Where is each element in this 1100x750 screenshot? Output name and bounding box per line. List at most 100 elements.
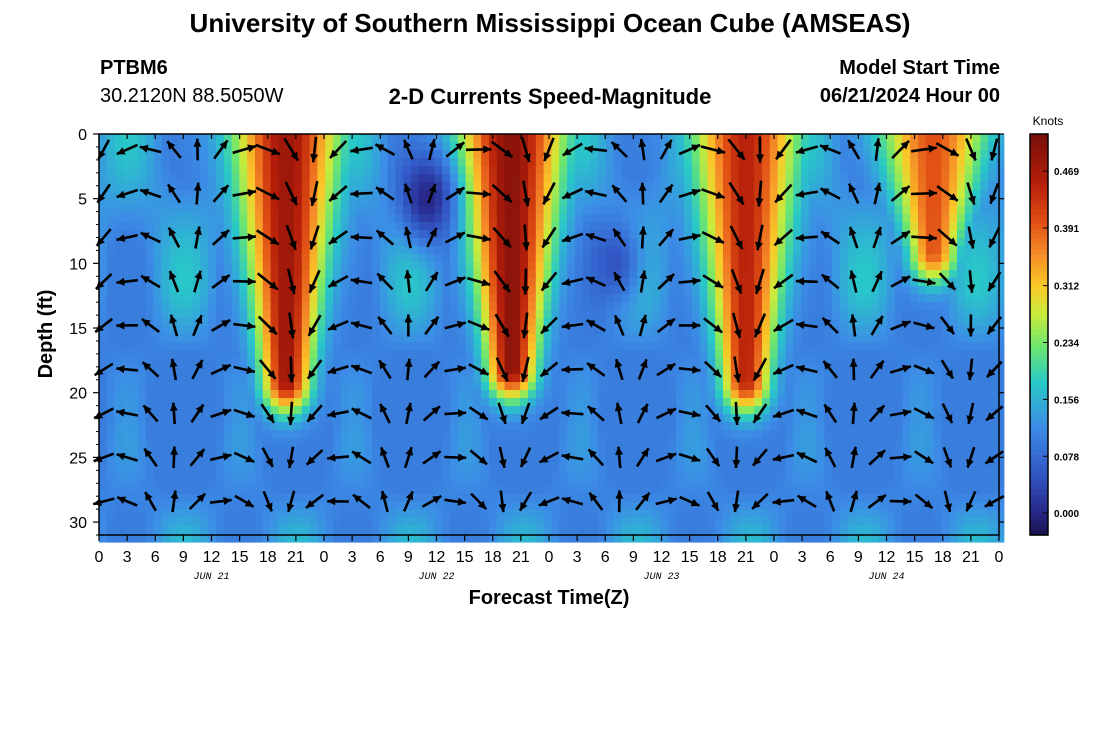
heatmap-cell	[668, 398, 677, 407]
heatmap-cell	[434, 270, 443, 279]
heatmap-cell	[169, 518, 178, 527]
heatmap-cell	[122, 198, 131, 207]
heatmap-cell	[762, 166, 771, 175]
heatmap-cell	[442, 254, 451, 263]
heatmap-cell	[606, 382, 615, 391]
heatmap-cell	[535, 350, 545, 359]
heatmap-cell	[840, 294, 849, 303]
heatmap-cell	[816, 342, 825, 351]
heatmap-cell	[808, 526, 818, 535]
heatmap-cell	[645, 342, 654, 351]
heatmap-cell	[442, 326, 451, 335]
heatmap-cell	[99, 222, 108, 231]
heatmap-cell	[184, 478, 194, 487]
heatmap-cell	[489, 246, 498, 255]
heatmap-cell	[559, 334, 568, 343]
heatmap-cell	[364, 286, 373, 295]
heatmap-cell	[278, 382, 287, 391]
heatmap-cell	[262, 238, 272, 247]
heatmap-cell	[270, 294, 279, 303]
heatmap-cell	[528, 198, 537, 207]
heatmap-cell	[294, 518, 303, 527]
heatmap-cell	[590, 222, 599, 231]
heatmap-cell	[184, 254, 194, 263]
heatmap-cell	[699, 534, 708, 543]
heatmap-cell	[629, 526, 638, 535]
heatmap-cell	[200, 262, 209, 271]
heatmap-cell	[676, 262, 685, 271]
heatmap-cell	[801, 174, 810, 183]
heatmap-cell	[801, 310, 810, 319]
heatmap-cell	[762, 382, 771, 391]
heatmap-cell	[691, 398, 701, 407]
heatmap-cell	[528, 398, 537, 407]
heatmap-cell	[223, 470, 233, 479]
heatmap-cell	[161, 526, 170, 535]
heatmap-cell	[559, 286, 568, 295]
heatmap-cell	[699, 350, 708, 359]
heatmap-cell	[676, 358, 685, 367]
heatmap-cell	[457, 374, 467, 383]
heatmap-cell	[746, 350, 755, 359]
heatmap-cell	[262, 422, 272, 431]
heatmap-cell	[325, 286, 334, 295]
heatmap-cell	[465, 358, 474, 367]
heatmap-cell	[496, 270, 506, 279]
heatmap-cell	[543, 270, 552, 279]
heatmap-cell	[840, 358, 849, 367]
heatmap-cell	[231, 270, 240, 279]
heatmap-cell	[660, 518, 669, 527]
heatmap-cell	[777, 438, 786, 447]
heatmap-cell	[177, 422, 186, 431]
heatmap-cell	[208, 446, 217, 455]
heatmap-cell	[730, 374, 740, 383]
heatmap-cell	[504, 366, 513, 375]
heatmap-cell	[122, 238, 131, 247]
heatmap-cell	[434, 438, 443, 447]
heatmap-cell	[177, 286, 186, 295]
heatmap-cell	[613, 302, 623, 311]
heatmap-cell	[255, 358, 264, 367]
heatmap-cell	[418, 486, 428, 495]
heatmap-cell	[551, 430, 560, 439]
heatmap-cell	[223, 254, 233, 263]
heatmap-cell	[816, 246, 825, 255]
heatmap-cell	[333, 390, 342, 399]
heatmap-cell	[684, 382, 693, 391]
heatmap-cell	[247, 470, 256, 479]
heatmap-cell	[606, 262, 615, 271]
heatmap-cell	[559, 374, 568, 383]
heatmap-cell	[520, 494, 529, 503]
heatmap-cell	[387, 214, 396, 223]
heatmap-cell	[356, 198, 365, 207]
heatmap-cell	[184, 286, 194, 295]
heatmap-cell	[808, 422, 818, 431]
heatmap-cell	[684, 310, 693, 319]
heatmap-cell	[356, 334, 365, 343]
heatmap-cell	[559, 446, 568, 455]
heatmap-cell	[489, 430, 498, 439]
heatmap-cell	[379, 390, 389, 399]
heatmap-cell	[762, 238, 771, 247]
heatmap-cell	[730, 158, 740, 167]
heatmap-cell	[504, 446, 513, 455]
heatmap-cell	[824, 134, 833, 143]
heatmap-cell	[598, 438, 607, 447]
heatmap-cell	[582, 270, 591, 279]
heatmap-cell	[785, 158, 794, 167]
heatmap-cell	[403, 134, 412, 143]
heatmap-cell	[754, 174, 763, 183]
heatmap-cell	[239, 294, 248, 303]
heatmap-cell	[738, 158, 747, 167]
heatmap-cell	[847, 446, 857, 455]
heatmap-cell	[645, 326, 654, 335]
heatmap-cell	[746, 230, 755, 239]
heatmap-cell	[356, 262, 365, 271]
heatmap-cell	[200, 342, 209, 351]
heatmap-cell	[379, 518, 389, 527]
heatmap-cell	[785, 278, 794, 287]
heatmap-cell	[769, 166, 779, 175]
heatmap-cell	[543, 406, 552, 415]
heatmap-cell	[465, 166, 474, 175]
heatmap-cell	[551, 246, 560, 255]
